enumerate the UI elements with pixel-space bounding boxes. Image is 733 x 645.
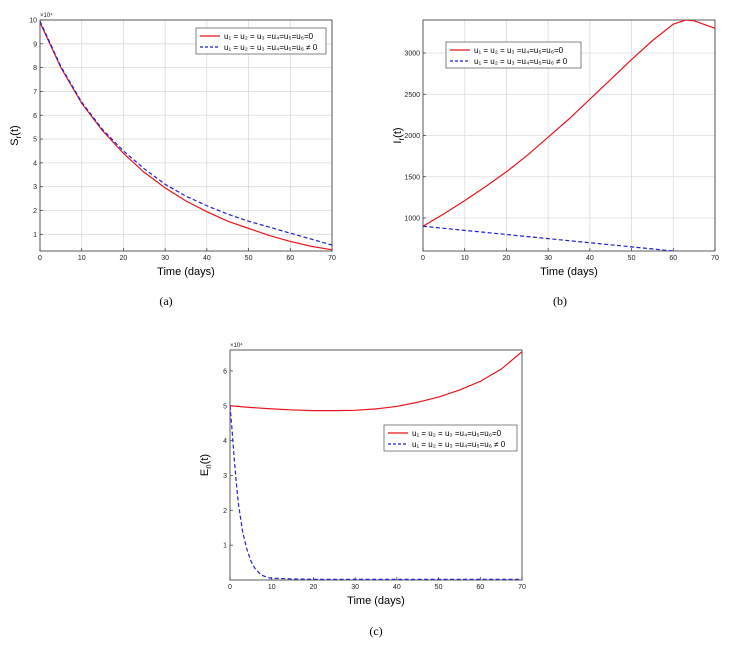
x-tick-label: 20 — [310, 584, 318, 591]
y-tick-label: 3000 — [404, 51, 420, 58]
x-tick-label: 30 — [351, 584, 359, 591]
x-tick-label: 60 — [669, 255, 677, 262]
x-tick-label: 40 — [586, 255, 594, 262]
y-axis-label-sub: n — [204, 464, 213, 468]
legend-box — [195, 27, 327, 55]
y-tick-label: 3 — [33, 184, 37, 191]
y-tick-label: 5 — [33, 137, 37, 144]
x-tick-label: 70 — [328, 255, 336, 262]
y-tick-label: 4 — [223, 438, 227, 445]
legend-label-2: u₁ = u₂ = u₃ =u₄=u₅=u₆ ≠ 0 — [474, 57, 568, 66]
x-tick-label: 10 — [78, 255, 86, 262]
y-tick-label: 9 — [33, 41, 37, 48]
y-axis-label: En(t) — [199, 454, 213, 476]
legend-label-1: u₁ = u₂ = u₃ =u₄=u₅=u₆=0 — [474, 46, 564, 55]
x-tick-label: 70 — [518, 584, 526, 591]
x-tick-label: 60 — [476, 584, 484, 591]
x-tick-label: 0 — [421, 255, 425, 262]
axis-multiplier: ×10⁴ — [230, 342, 243, 349]
y-tick-label: 1 — [223, 543, 227, 550]
y-axis-label-tail: (t) — [392, 127, 404, 137]
x-tick-label: 40 — [203, 255, 211, 262]
y-tick-label: 4 — [33, 160, 37, 167]
x-tick-label: 30 — [161, 255, 169, 262]
y-tick-label: 2 — [33, 208, 37, 215]
x-tick-label: 60 — [286, 255, 294, 262]
y-axis-label-tail: (t) — [9, 125, 21, 135]
x-tick-label: 20 — [120, 255, 128, 262]
x-tick-label: 70 — [711, 255, 719, 262]
x-tick-label: 20 — [503, 255, 511, 262]
legend-label-2: u₁ = u₂ = u₃ =u₄=u₅=u₆ ≠ 0 — [412, 440, 506, 449]
series-line-2 — [423, 225, 680, 251]
y-axis-label: Sr(t) — [9, 125, 23, 145]
y-axis-label: Ir(t) — [392, 127, 406, 143]
y-axis-label-sub: r — [14, 135, 23, 138]
x-axis-label: Time (days) — [540, 266, 598, 278]
series-line-1 — [40, 22, 332, 251]
legend-label-2: u₁ = u₂ = u₃ =u₄=u₅=u₆ ≠ 0 — [224, 43, 318, 52]
axis-multiplier: ×10⁴ — [40, 12, 53, 19]
x-tick-label: 10 — [461, 255, 469, 262]
y-tick-label: 2500 — [404, 92, 420, 99]
figure-caption: (c) — [369, 624, 382, 638]
y-tick-label: 7 — [33, 89, 37, 96]
x-axis-label: Time (days) — [347, 595, 405, 607]
series-line-2 — [40, 20, 332, 246]
y-tick-label: 6 — [223, 368, 227, 375]
x-tick-label: 40 — [393, 584, 401, 591]
y-axis-label-base: I — [392, 141, 404, 144]
series-line-1 — [230, 351, 522, 412]
y-tick-label: 8 — [33, 65, 37, 72]
y-tick-label: 2000 — [404, 133, 420, 140]
plot-frame — [39, 19, 333, 252]
y-tick-label: 1 — [33, 232, 37, 239]
x-tick-label: 0 — [38, 255, 42, 262]
x-tick-label: 10 — [268, 584, 276, 591]
chart-c: 0 10 20 30 40 50 60 70 1 2 3 4 5 6 ×10⁴ Time (days) En(t… — [199, 342, 526, 638]
x-tick-label: 0 — [228, 584, 232, 591]
y-axis-label-tail: (t) — [199, 454, 211, 464]
y-axis-label-sub: r — [397, 138, 406, 141]
x-tick-label: 30 — [544, 255, 552, 262]
y-tick-label: 2 — [223, 508, 227, 515]
x-tick-label: 50 — [628, 255, 636, 262]
y-tick-label: 1000 — [404, 216, 420, 223]
figure-caption: (a) — [159, 294, 172, 308]
figure-caption: (b) — [553, 294, 567, 308]
y-tick-label: 6 — [33, 113, 37, 120]
series-line-1 — [423, 20, 715, 227]
plot-frame — [229, 349, 523, 581]
x-axis-label: Time (days) — [157, 266, 215, 278]
x-tick-label: 50 — [245, 255, 253, 262]
legend-box — [445, 41, 582, 69]
y-tick-label: 3 — [223, 473, 227, 480]
series-line-2 — [230, 405, 522, 580]
y-tick-label: 5 — [223, 403, 227, 410]
y-axis-label-base: E — [199, 469, 211, 476]
legend-label-1: u₁ = u₂ = u₃ =u₄=u₅=u₆=0 — [412, 429, 502, 438]
y-axis-label-base: S — [9, 138, 21, 145]
x-tick-label: 50 — [435, 584, 443, 591]
legend-label-1: u₁ = u₂ = u₃ =u₄=u₅=u₆=0 — [224, 32, 314, 41]
y-tick-label: 10 — [29, 18, 37, 25]
chart-b: 0 10 20 30 40 50 60 70 1000 1500 2000 2500 3000 Time … — [392, 19, 719, 308]
y-tick-label: 1500 — [404, 174, 420, 181]
legend-box — [383, 424, 518, 452]
